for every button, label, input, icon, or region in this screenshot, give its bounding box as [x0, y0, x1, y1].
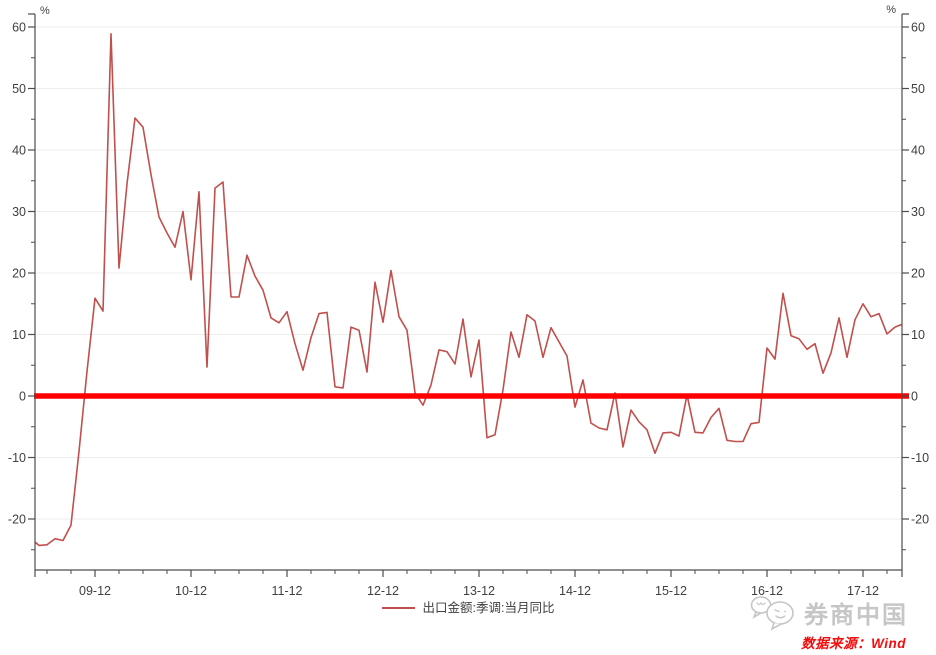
legend-label: 出口金额:季调:当月同比	[422, 601, 555, 615]
percent-unit-label: %	[40, 5, 50, 17]
y-axis-label: -20	[8, 513, 26, 527]
y-axis-label: -10	[8, 451, 26, 465]
y-axis-label: 50	[12, 82, 26, 96]
y-axis-label: -10	[911, 451, 929, 465]
y-axis-label: 30	[12, 205, 26, 219]
y-axis-label: 10	[911, 328, 925, 342]
x-axis-label: 15-12	[655, 584, 687, 598]
legend-line-sample	[381, 607, 415, 610]
y-axis-label: 0	[19, 390, 26, 404]
chat-bubbles-icon	[750, 596, 794, 631]
x-axis-label: 11-12	[271, 584, 302, 598]
y-axis-label: 40	[12, 144, 26, 158]
y-axis-label: 0	[911, 390, 918, 404]
series-line-export-yoy	[35, 32, 902, 547]
data-source-note: 数据来源：Wind	[801, 636, 906, 651]
x-axis-label: 16-12	[751, 584, 783, 598]
x-axis-label: 12-12	[367, 584, 399, 598]
y-axis-label: 50	[911, 82, 925, 96]
y-axis-label: 60	[12, 21, 26, 35]
y-axis-label: 20	[12, 267, 26, 281]
x-axis-label: 09-12	[79, 584, 111, 598]
y-axis-label: 30	[911, 205, 925, 219]
line-chart: -20 -20 -10 -10 0 0 10 10 20 20 30 30 40 40 50 50 60 60 09…	[8, 4, 929, 598]
watermark-text: 券商中国	[804, 601, 908, 629]
x-axis-label: 13-12	[463, 584, 495, 598]
percent-unit-label: %	[886, 4, 896, 16]
y-axis-label: -20	[911, 513, 929, 527]
x-axis-label: 10-12	[175, 584, 207, 598]
y-axis-label: 10	[12, 328, 26, 342]
y-axis-label: 60	[911, 21, 925, 35]
y-axis-label: 20	[911, 267, 925, 281]
watermark-logo: 券商中国	[748, 593, 908, 631]
legend: 出口金额:季调:当月同比	[0, 602, 936, 615]
x-axis-label: 17-12	[847, 584, 879, 598]
x-axis-label: 14-12	[559, 584, 591, 598]
y-axis-label: 40	[911, 144, 925, 158]
